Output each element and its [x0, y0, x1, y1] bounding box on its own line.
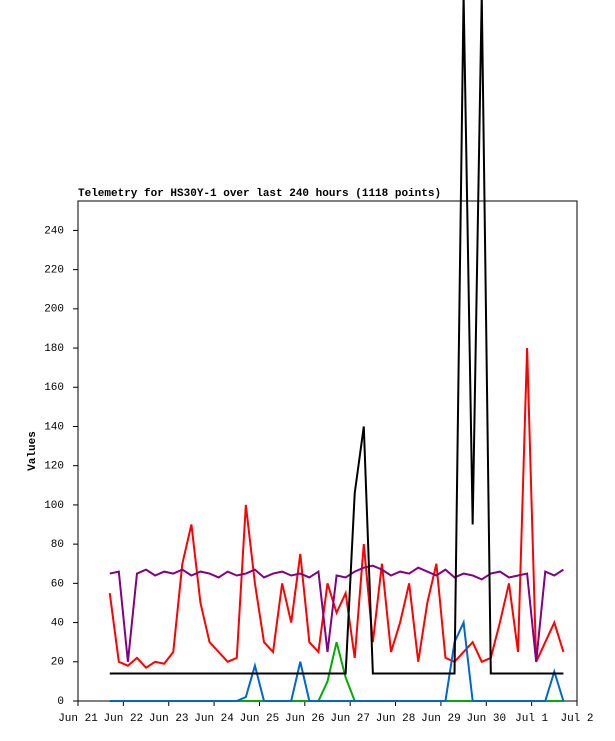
y-tick-label: 20	[51, 657, 64, 669]
x-tick-label: Jun 28	[376, 713, 416, 725]
y-tick-label: 220	[44, 265, 64, 277]
x-tick-label: Jun 22	[104, 713, 144, 725]
x-tick-label: Jul 2	[560, 713, 593, 725]
series-line	[109, 564, 564, 662]
x-tick-label: Jun 24	[194, 713, 234, 725]
x-tick-label: Jun 29	[421, 713, 461, 725]
y-tick-label: 80	[51, 539, 64, 551]
y-tick-label: 140	[44, 421, 64, 433]
y-tick-label: 200	[44, 304, 64, 316]
y-tick-label: 120	[44, 461, 64, 473]
x-tick-label: Jun 30	[466, 713, 506, 725]
y-axis-label: Values	[27, 431, 39, 471]
y-tick-label: 40	[51, 617, 64, 629]
x-tick-label: Jun 25	[240, 713, 280, 725]
series-line	[109, 0, 564, 675]
x-tick-label: Jun 23	[149, 713, 189, 725]
chart-title: Telemetry for HS30Y-1 over last 240 hour…	[78, 188, 441, 200]
y-tick-label: 100	[44, 500, 64, 512]
x-tick-label: Jul 1	[515, 713, 548, 725]
x-tick-label: Jun 21	[58, 713, 98, 725]
y-tick-label: 60	[51, 578, 64, 590]
series-line	[108, 348, 565, 669]
y-tick-label: 240	[44, 225, 64, 237]
y-tick-label: 180	[44, 343, 64, 355]
x-tick-label: Jun 26	[285, 713, 325, 725]
y-tick-label: 0	[57, 696, 64, 708]
y-tick-label: 160	[44, 382, 64, 394]
plot-frame	[77, 200, 578, 702]
series-line	[109, 641, 564, 702]
series-line	[109, 618, 565, 702]
x-tick-label: Jun 27	[330, 713, 370, 725]
